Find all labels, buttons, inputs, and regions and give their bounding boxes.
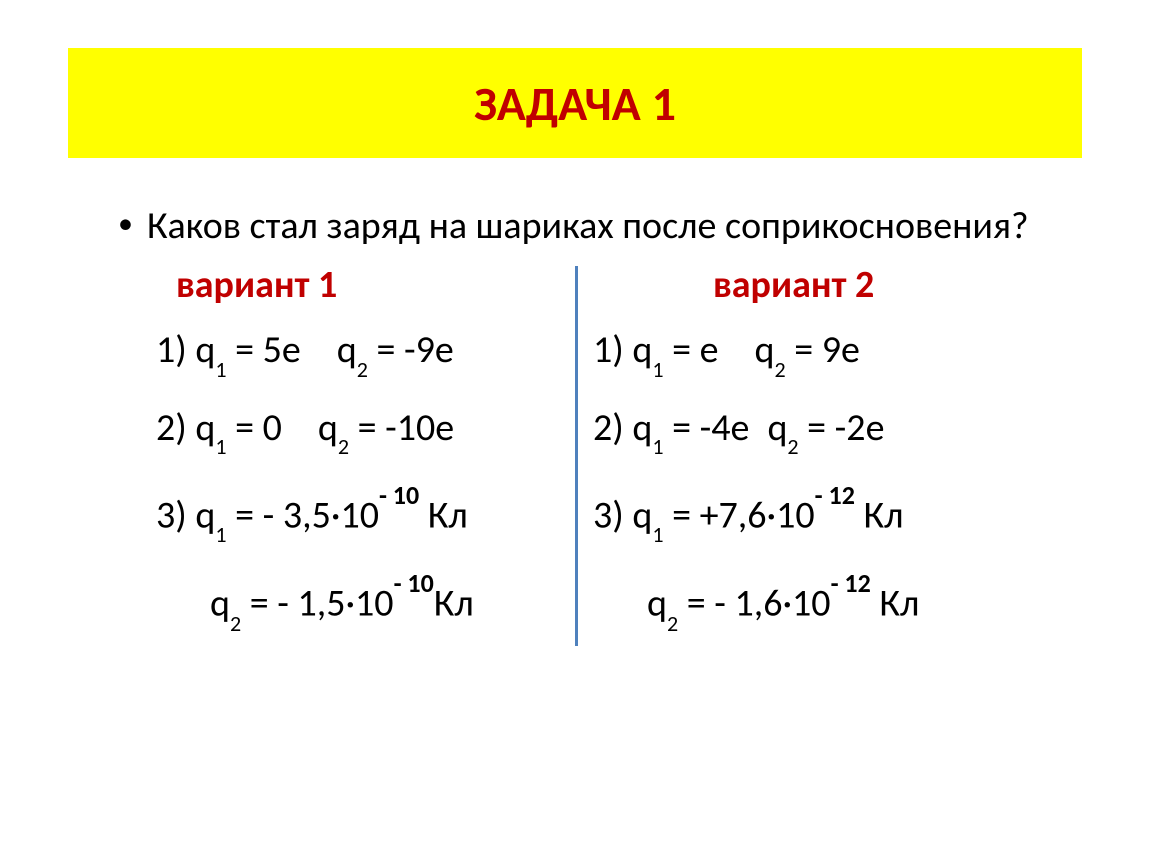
columns-container: вариант 1 1) q1 = 5eq2 = -9e 2) q1 = 0q2… <box>68 262 1082 654</box>
q-value: = -4e <box>664 405 750 451</box>
variant2-header: вариант 2 <box>593 262 1072 308</box>
q-unit: Кл <box>855 493 904 539</box>
q-label: q <box>210 581 230 627</box>
question-row: • Каков стал заряд на шариках после сопр… <box>68 200 1082 252</box>
q-label: q <box>632 405 652 451</box>
q-subscript: 2 <box>338 433 349 460</box>
q-label: q <box>647 581 667 627</box>
q-value: = +7,6·10 <box>664 493 815 539</box>
item-num: 3) <box>156 493 187 539</box>
variant1-line2: 2) q1 = 0q2 = -10e <box>156 400 565 470</box>
q-label: q <box>195 493 215 539</box>
variant2-line2: 2) q1 = -4eq2 = -2e <box>593 400 1072 470</box>
q-label: q <box>755 327 775 373</box>
q-subscript: 1 <box>652 433 663 460</box>
item-num: 2) <box>156 405 187 451</box>
q-label: q <box>632 327 652 373</box>
item-num: 1) <box>593 327 624 373</box>
q-subscript: 2 <box>787 433 798 460</box>
q-label: q <box>195 327 215 373</box>
q-value: = - 3,5·10 <box>227 493 379 539</box>
q-value: = 0 <box>227 405 282 451</box>
slide-title: ЗАДАЧА 1 <box>474 74 676 133</box>
variant1-line3a: 3) q1 = - 3,5·10- 10 Кл <box>156 477 565 557</box>
item-num: 2) <box>593 405 624 451</box>
q-value: = e <box>664 327 719 373</box>
variant2-column: вариант 2 1) q1 = eq2 = 9e 2) q1 = -4eq2… <box>575 262 1082 654</box>
title-banner: ЗАДАЧА 1 <box>68 48 1082 158</box>
variant1-line3b: q2 = - 1,5·10- 10Кл <box>156 565 565 645</box>
q-value: = -2e <box>799 405 885 451</box>
variant2-line3b: q2 = - 1,6·10- 12 Кл <box>593 565 1072 645</box>
q-exp: - 10 <box>394 567 434 599</box>
q-exp: - 12 <box>815 479 855 511</box>
q-subscript: 2 <box>667 610 678 637</box>
q-label: q <box>195 405 215 451</box>
bullet-icon: • <box>118 200 133 247</box>
q-exp: - 12 <box>831 567 871 599</box>
variant1-header: вариант 1 <box>156 262 565 308</box>
q-subscript: 1 <box>215 433 226 460</box>
q-value: = - 1,5·10 <box>241 581 393 627</box>
q-subscript: 2 <box>775 356 786 383</box>
q-unit: Кл <box>434 581 474 627</box>
q-label: q <box>337 327 357 373</box>
variant2-line3a: 3) q1 = +7,6·10- 12 Кл <box>593 477 1072 557</box>
q-subscript: 1 <box>652 521 663 548</box>
q-exp: - 10 <box>379 479 419 511</box>
column-divider <box>575 266 578 646</box>
q-unit: Кл <box>419 493 468 539</box>
variant2-line1: 1) q1 = eq2 = 9e <box>593 322 1072 392</box>
q-value: = 9e <box>786 327 860 373</box>
q-label: q <box>318 405 338 451</box>
q-label: q <box>767 405 787 451</box>
question-text: Каков стал заряд на шариках после соприк… <box>147 200 1029 252</box>
q-subscript: 1 <box>215 356 226 383</box>
q-unit: Кл <box>871 581 920 627</box>
item-num: 1) <box>156 327 187 373</box>
q-value: = 5e <box>227 327 301 373</box>
variant1-column: вариант 1 1) q1 = 5eq2 = -9e 2) q1 = 0q2… <box>68 262 575 654</box>
q-subscript: 2 <box>357 356 368 383</box>
q-value: = - 1,6·10 <box>678 581 830 627</box>
q-subscript: 1 <box>215 521 226 548</box>
content-area: • Каков стал заряд на шариках после сопр… <box>68 200 1082 654</box>
q-value: = -9e <box>368 327 454 373</box>
q-label: q <box>632 493 652 539</box>
q-value: = -10e <box>349 405 454 451</box>
variant1-line1: 1) q1 = 5eq2 = -9e <box>156 322 565 392</box>
item-num: 3) <box>593 493 624 539</box>
q-subscript: 1 <box>652 356 663 383</box>
q-subscript: 2 <box>230 610 241 637</box>
